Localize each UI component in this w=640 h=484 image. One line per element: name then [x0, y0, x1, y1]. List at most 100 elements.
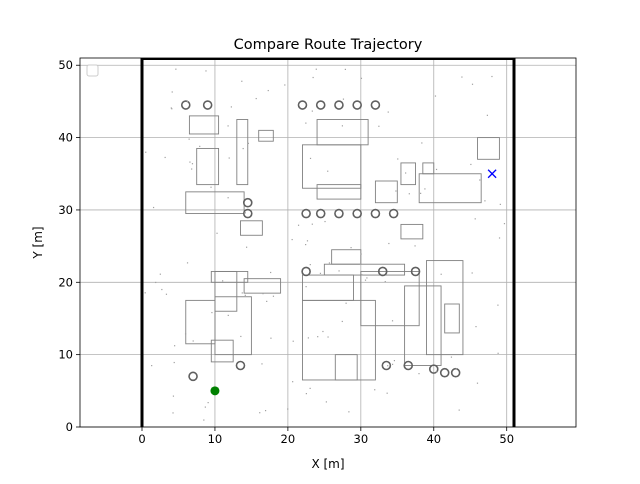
- map-pillar: [315, 208, 326, 219]
- map-pillar: [202, 100, 213, 110]
- map-noise: [418, 373, 420, 375]
- map-obstacle: [477, 137, 500, 160]
- map-noise: [420, 192, 422, 194]
- map-obstacle: [210, 270, 249, 283]
- map-obstacle: [236, 119, 249, 186]
- map-noise: [151, 365, 153, 367]
- map-noise: [486, 114, 488, 116]
- map-noise: [174, 345, 176, 347]
- map-noise: [204, 406, 206, 408]
- map-noise: [152, 206, 155, 209]
- map-pillar: [301, 266, 311, 277]
- x-axis-label: X [m]: [311, 457, 344, 471]
- map-noise: [230, 106, 232, 108]
- map-noise: [341, 320, 343, 323]
- map-noise: [266, 300, 268, 302]
- map-noise: [497, 304, 499, 306]
- map-noise: [499, 203, 501, 205]
- map-noise: [184, 333, 187, 335]
- map-pillar: [242, 208, 253, 219]
- x-tick-label: 30: [354, 432, 369, 446]
- map-noise: [491, 75, 493, 78]
- map-obstacle: [422, 162, 435, 175]
- map-noise: [471, 272, 473, 274]
- x-tick-label: 0: [138, 432, 145, 446]
- map-noise: [436, 371, 438, 373]
- map-noise: [259, 412, 261, 414]
- map-noise: [458, 409, 460, 411]
- map-noise: [205, 70, 207, 72]
- y-tick-label: 40: [58, 131, 73, 145]
- map-noise: [292, 381, 294, 383]
- map-noise: [264, 410, 267, 412]
- map-noise: [305, 243, 307, 246]
- map-noise: [305, 286, 307, 288]
- map-noise: [328, 262, 331, 264]
- map-noise: [440, 273, 442, 275]
- map-noise: [387, 365, 389, 367]
- map-noise: [405, 172, 407, 174]
- start-point-marker: [210, 386, 220, 396]
- map-noise: [397, 158, 399, 160]
- map-pillar: [410, 266, 421, 277]
- map-pillar: [377, 266, 388, 277]
- x-tick-label: 40: [426, 432, 441, 446]
- y-tick-label: 30: [58, 203, 73, 217]
- map-noise: [210, 186, 212, 188]
- map-noise: [305, 122, 307, 124]
- y-tick-label: 10: [58, 348, 73, 362]
- map-noise: [186, 101, 188, 103]
- map-noise: [227, 314, 229, 317]
- map-obstacle: [334, 354, 358, 381]
- map-noise: [319, 272, 322, 274]
- map-noise: [170, 107, 172, 109]
- map-noise: [255, 97, 257, 100]
- map-obstacle: [404, 285, 442, 366]
- map-pillar: [381, 360, 392, 371]
- map-noise: [360, 253, 362, 255]
- map-noise: [359, 263, 362, 265]
- map-pillar: [297, 100, 308, 110]
- map-noise: [207, 402, 209, 404]
- map-obstacle: [196, 147, 220, 186]
- map-noise: [327, 170, 329, 172]
- map-noise: [244, 294, 246, 296]
- map-obstacle: [188, 115, 220, 135]
- map-pillar: [242, 197, 253, 208]
- map-noise: [434, 95, 437, 97]
- map-noise: [388, 242, 390, 245]
- map-noise: [211, 311, 213, 314]
- x-tick-label: 50: [499, 432, 514, 446]
- map-noise: [171, 108, 173, 110]
- map-noise: [470, 163, 472, 166]
- map-noise: [387, 111, 389, 113]
- map-noise: [461, 76, 463, 78]
- map-noise: [374, 389, 376, 391]
- map-noise: [261, 363, 263, 365]
- map-noise: [312, 76, 314, 79]
- map-noise: [421, 142, 423, 144]
- map-pillar: [352, 208, 362, 219]
- map-pillar: [334, 208, 344, 219]
- map-noise: [172, 412, 174, 414]
- map-noise: [391, 363, 394, 365]
- map-noise: [345, 302, 347, 304]
- map-noise: [391, 320, 394, 322]
- map-noise: [191, 168, 193, 170]
- map-noise: [309, 264, 311, 266]
- map-noise: [366, 277, 368, 279]
- y-tick-label: 20: [58, 275, 73, 289]
- map-noise: [450, 356, 453, 358]
- map-noise: [172, 395, 175, 397]
- map-obstacle: [316, 184, 362, 200]
- map-noise: [378, 125, 380, 127]
- map-obstacle: [240, 220, 263, 236]
- map-pillar: [235, 360, 246, 371]
- map-noise: [395, 190, 397, 192]
- map-noise: [144, 292, 146, 294]
- map-noise: [348, 411, 350, 413]
- map-noise: [270, 271, 272, 274]
- map-noise: [350, 247, 352, 249]
- map-noise: [309, 387, 311, 389]
- map-noise: [324, 220, 326, 223]
